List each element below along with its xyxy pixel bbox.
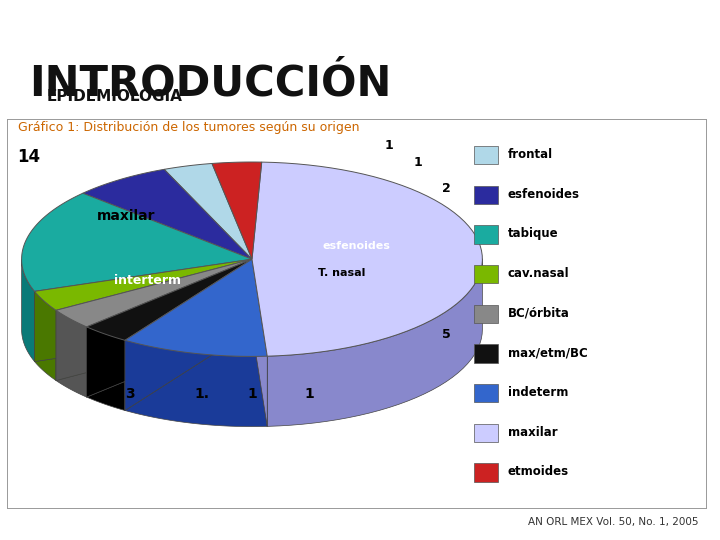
Polygon shape: [164, 164, 252, 259]
Polygon shape: [56, 259, 252, 381]
Text: interterm: interterm: [114, 274, 181, 287]
Polygon shape: [252, 162, 482, 356]
Text: 1: 1: [384, 139, 393, 152]
FancyBboxPatch shape: [474, 186, 498, 204]
Polygon shape: [86, 259, 252, 397]
Text: etmoides: etmoides: [508, 465, 569, 478]
Text: AN ORL MEX Vol. 50, No. 1, 2005: AN ORL MEX Vol. 50, No. 1, 2005: [528, 516, 698, 526]
FancyBboxPatch shape: [474, 305, 498, 323]
Polygon shape: [35, 259, 252, 362]
Polygon shape: [86, 327, 125, 410]
Text: 1: 1: [413, 156, 422, 168]
Text: 1: 1: [305, 387, 315, 401]
Polygon shape: [22, 260, 35, 362]
FancyBboxPatch shape: [474, 265, 498, 284]
Text: Gráfico 1: Distribución de los tumores según su origen: Gráfico 1: Distribución de los tumores s…: [18, 122, 359, 134]
Text: 1.: 1.: [194, 387, 209, 401]
FancyBboxPatch shape: [474, 463, 498, 482]
Polygon shape: [35, 292, 56, 381]
Text: BC/órbita: BC/órbita: [508, 307, 570, 320]
Text: INTRODUCCIÓN: INTRODUCCIÓN: [29, 62, 391, 104]
Polygon shape: [252, 259, 267, 427]
Text: 5: 5: [442, 328, 451, 341]
Text: 14: 14: [17, 147, 40, 166]
Text: esfenoides: esfenoides: [508, 188, 580, 201]
Text: max/etm/BC: max/etm/BC: [508, 346, 588, 359]
Text: esfenoides: esfenoides: [323, 241, 390, 251]
Text: EPIDEMIOLOGIA: EPIDEMIOLOGIA: [47, 89, 183, 104]
Polygon shape: [56, 310, 86, 397]
Polygon shape: [125, 259, 252, 410]
FancyBboxPatch shape: [474, 225, 498, 244]
Text: indeterm: indeterm: [508, 386, 568, 399]
Text: cav.nasal: cav.nasal: [508, 267, 570, 280]
Text: T. nasal: T. nasal: [318, 268, 366, 278]
Polygon shape: [83, 170, 252, 259]
Text: frontal: frontal: [508, 148, 553, 161]
Text: 2: 2: [442, 183, 451, 195]
FancyBboxPatch shape: [474, 146, 498, 165]
FancyBboxPatch shape: [474, 345, 498, 363]
Polygon shape: [125, 259, 267, 356]
Text: maxilar: maxilar: [508, 426, 557, 438]
Polygon shape: [125, 340, 267, 427]
Polygon shape: [86, 259, 252, 340]
Text: 3: 3: [125, 387, 135, 401]
Polygon shape: [267, 259, 482, 427]
Polygon shape: [35, 259, 252, 310]
Text: tabique: tabique: [508, 227, 559, 240]
Text: maxilar: maxilar: [96, 209, 156, 223]
Polygon shape: [86, 259, 252, 397]
Polygon shape: [125, 259, 252, 410]
Polygon shape: [56, 259, 252, 381]
Polygon shape: [35, 259, 252, 362]
Polygon shape: [252, 259, 267, 427]
Polygon shape: [56, 259, 252, 327]
Text: 1: 1: [247, 387, 257, 401]
Polygon shape: [22, 193, 252, 292]
Polygon shape: [212, 162, 261, 259]
FancyBboxPatch shape: [474, 424, 498, 442]
FancyBboxPatch shape: [474, 384, 498, 402]
